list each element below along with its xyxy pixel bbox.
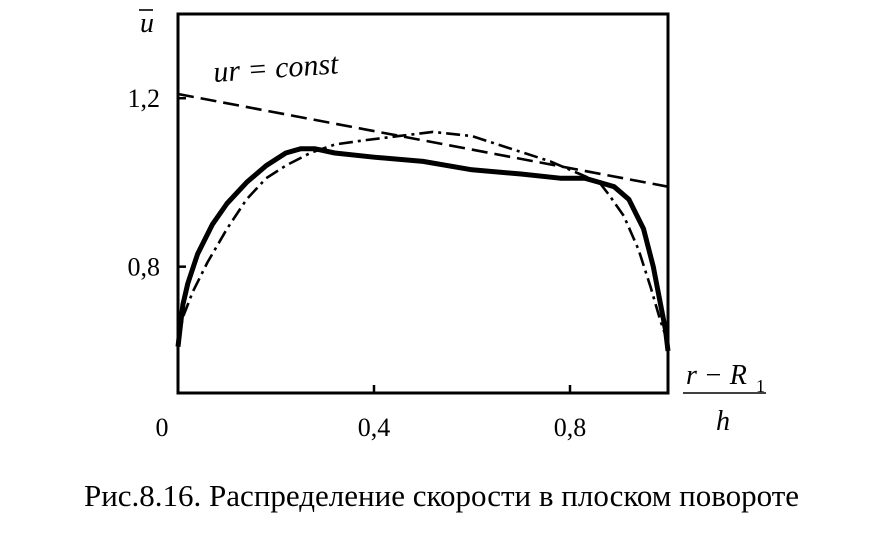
x-tick-label: 0 [156, 413, 169, 442]
figure-caption: Рис.8.16. Распределение скорости в плоск… [83, 478, 800, 513]
ur-const-annotation: ur = const [212, 47, 340, 89]
x-tick-label: 0,4 [358, 413, 391, 442]
y-tick-label: 1,2 [128, 84, 161, 113]
series-layer [175, 92, 671, 352]
x-tick-label: 0,8 [554, 413, 587, 442]
tick-layer: 0 0,4 0,8 0,8 1,2 [128, 84, 587, 442]
plot-frame [176, 12, 670, 395]
series-dashed-line [177, 92, 669, 188]
series-solid-line [175, 146, 671, 352]
y-axis-label: u [140, 8, 154, 39]
x-axis-label-denominator: h [716, 406, 730, 437]
series-dash-dot-line [176, 130, 670, 343]
velocity-distribution-chart: 0 0,4 0,8 0,8 1,2 u r − R 1 h ur = const [128, 8, 766, 442]
x-axis-label-subscript: 1 [756, 376, 765, 396]
x-axis-label-numerator: r − R [686, 360, 747, 391]
y-tick-label: 0,8 [128, 253, 161, 282]
